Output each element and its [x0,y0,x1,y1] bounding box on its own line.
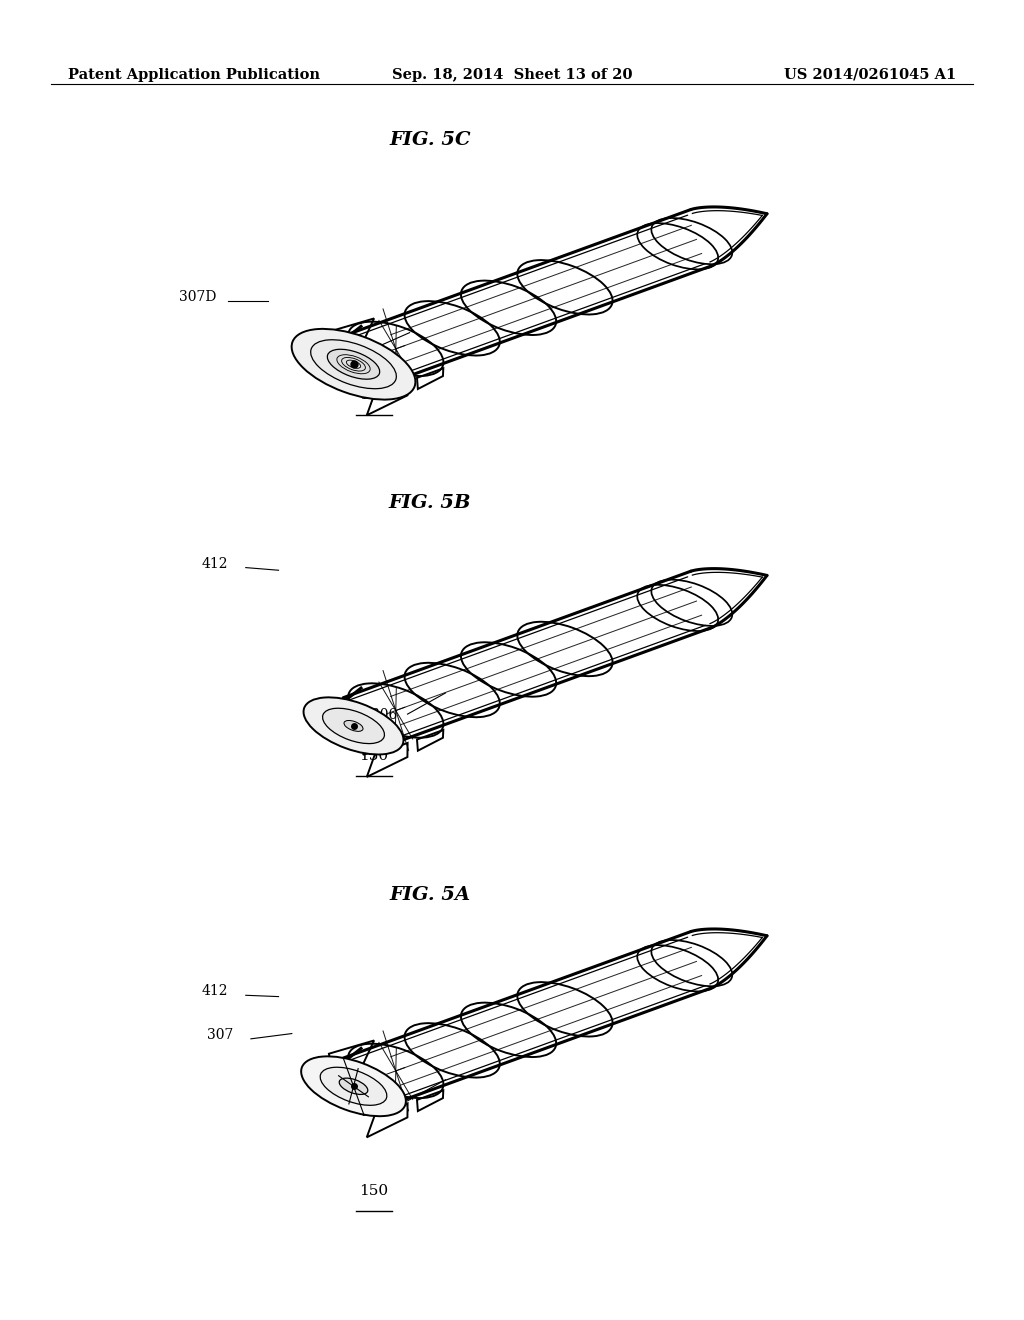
Ellipse shape [301,1056,406,1117]
Ellipse shape [292,329,416,400]
Text: 306: 306 [371,709,397,722]
Ellipse shape [328,350,380,379]
Text: 306: 306 [371,1096,397,1109]
Ellipse shape [323,709,384,743]
Ellipse shape [339,1078,368,1094]
Ellipse shape [344,721,364,731]
Text: US 2014/0261045 A1: US 2014/0261045 A1 [783,69,956,82]
Text: 150: 150 [359,388,388,401]
Ellipse shape [321,1068,387,1105]
Text: FIG. 5A: FIG. 5A [389,886,471,904]
Text: 412: 412 [202,557,228,570]
Ellipse shape [303,697,403,755]
Text: 307: 307 [207,1028,233,1041]
Ellipse shape [310,339,396,388]
Text: Patent Application Publication: Patent Application Publication [68,69,319,82]
Text: 307: 307 [335,343,361,356]
Text: FIG. 5C: FIG. 5C [389,131,471,149]
Text: 150: 150 [359,750,388,763]
Text: Sep. 18, 2014  Sheet 13 of 20: Sep. 18, 2014 Sheet 13 of 20 [392,69,632,82]
Text: FIG. 5B: FIG. 5B [389,494,471,512]
Text: 150: 150 [359,1184,388,1197]
Text: 307D: 307D [179,290,216,304]
Text: 412: 412 [202,985,228,998]
